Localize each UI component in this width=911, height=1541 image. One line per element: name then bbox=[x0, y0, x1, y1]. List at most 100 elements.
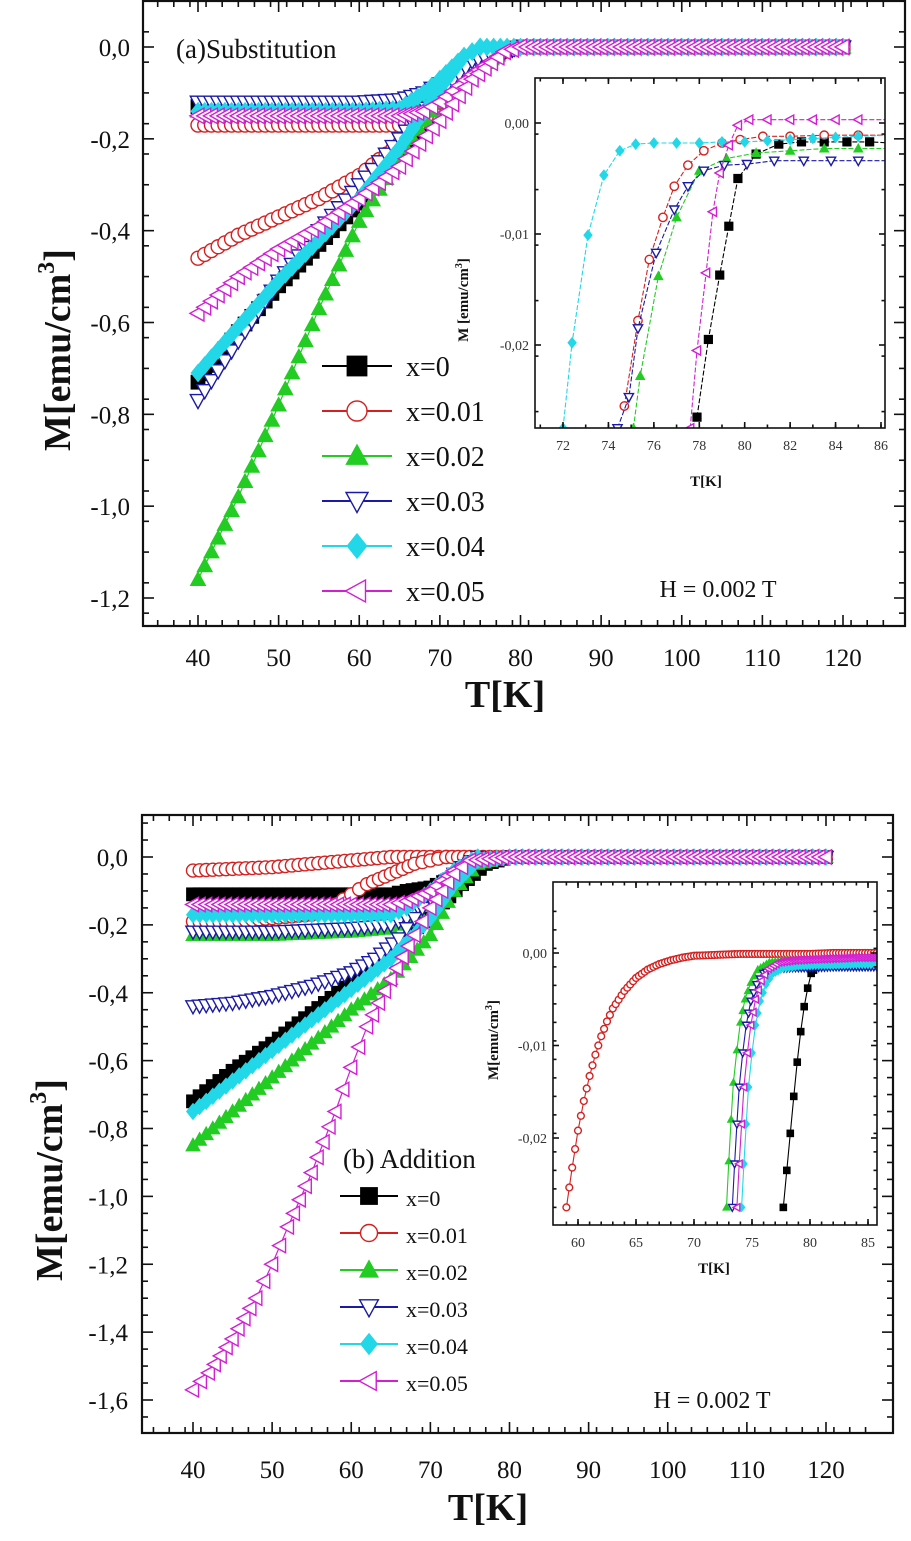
panel-a-inset-point bbox=[706, 205, 718, 218]
legend-marker bbox=[346, 355, 368, 377]
panel-a-zfc-point bbox=[350, 212, 368, 228]
svg-text:M[emu/cm3]: M[emu/cm3] bbox=[484, 1000, 502, 1080]
x-tick-label: 50 bbox=[266, 645, 291, 672]
panel-a-inset-series-x=0.03 bbox=[611, 156, 885, 428]
panel-a-zfc-point bbox=[270, 396, 288, 412]
inset-x-tick-label: 60 bbox=[571, 1236, 585, 1251]
panel-a-ticks: 40 50 60 70 80 90 100 110 120 0,0 -0,2 -0,4 -0,6 -0,8… bbox=[90, 1, 905, 672]
panel-b-inset-point bbox=[562, 1203, 571, 1212]
panel-b-zfc-point bbox=[334, 1081, 350, 1098]
panel-b-inset-point bbox=[579, 1096, 588, 1106]
x-tick-label: 60 bbox=[347, 645, 372, 672]
panel-b-inset-point bbox=[585, 1071, 594, 1081]
panel-a-inset-point bbox=[682, 181, 694, 193]
panel-b-zfc-point bbox=[387, 959, 403, 977]
panel-b-zfc-point bbox=[308, 1149, 324, 1166]
legend-marker bbox=[346, 400, 368, 422]
y-tick-label: -1,6 bbox=[88, 1388, 128, 1415]
panel-a-inset-series-x=0.04 bbox=[558, 130, 885, 428]
panel-a-inset-point bbox=[888, 115, 896, 124]
panel-b-inset-point bbox=[599, 1024, 609, 1033]
panel-b-zfc-point bbox=[199, 1364, 216, 1382]
y-tick-label: -1,2 bbox=[88, 1252, 128, 1279]
panel-a-inset-point bbox=[684, 422, 695, 428]
y-tick-label: -0,2 bbox=[90, 127, 130, 154]
legend-marker bbox=[345, 443, 369, 465]
panel-a-inset-point bbox=[668, 205, 681, 216]
legend-label: x=0.05 bbox=[406, 577, 485, 608]
panel-b-inset-point bbox=[736, 1119, 746, 1130]
panel-a-inset-point bbox=[865, 137, 875, 147]
panel-a-inset-point bbox=[733, 173, 743, 184]
panel-b-inset-point bbox=[796, 1027, 805, 1036]
panel-a-inset-point bbox=[888, 139, 896, 147]
panel-a-zfc-point bbox=[423, 119, 440, 138]
panel-b-zfc-point bbox=[326, 1103, 342, 1120]
panel-b-inset-point bbox=[733, 1158, 743, 1169]
panel-a-inset-point bbox=[567, 336, 577, 349]
panel-a-zfc-point bbox=[390, 157, 407, 176]
panel-b-legend-item: x=0.04 bbox=[336, 1327, 580, 1361]
panel-b-y-axis-title: M[emu/cm3] bbox=[26, 1079, 71, 1281]
x-tick-label: 100 bbox=[649, 1457, 687, 1484]
x-tick-label: 70 bbox=[427, 645, 452, 672]
panel-b-zfc-point bbox=[421, 899, 437, 917]
panel-a-inset-point bbox=[690, 344, 702, 357]
legend-label: x=0.03 bbox=[406, 1297, 468, 1322]
x-tick-label: 100 bbox=[663, 645, 701, 672]
legend-label: x=0.05 bbox=[406, 1371, 468, 1396]
x-tick-label: 40 bbox=[181, 1457, 206, 1484]
panel-b-zfc-point bbox=[427, 891, 443, 908]
panel-a-zfc-point bbox=[189, 570, 207, 586]
inset-x-tick-label: 65 bbox=[629, 1236, 643, 1251]
panel-b-inset-point bbox=[803, 984, 812, 992]
x-tick-label: 70 bbox=[418, 1457, 443, 1484]
panel-a-zfc-point bbox=[330, 256, 348, 272]
panel-a-inset-frame bbox=[534, 77, 886, 429]
legend-label: x=0.03 bbox=[406, 487, 485, 518]
panel-a-inset-point bbox=[632, 324, 644, 335]
panel-b-inset-point bbox=[793, 1058, 802, 1066]
panel-b-zfc-point bbox=[255, 1272, 271, 1290]
panel-a-zfc-point bbox=[303, 315, 321, 332]
panel-a-inset-point bbox=[852, 142, 864, 153]
panel-b-ticks: 40 50 60 70 80 90 100 110 120 0,0 -0,2 -0,4 -0,6 -0,8… bbox=[88, 815, 893, 1484]
x-tick-label: 90 bbox=[576, 1457, 601, 1484]
panel-a-inset-point bbox=[611, 423, 624, 428]
panel-a-inset-point bbox=[783, 113, 795, 126]
panel-a-zfc-point bbox=[229, 488, 247, 504]
panel-b-legend-item: x=0.03 bbox=[336, 1290, 580, 1324]
y-tick-label: -1,0 bbox=[88, 1184, 128, 1211]
legend-label: x=0.02 bbox=[406, 1260, 468, 1285]
panel-b-inset-point bbox=[789, 1092, 798, 1101]
y-tick-label: -1,4 bbox=[88, 1320, 128, 1347]
panel-a-y-axis-title: M[emu/cm3] bbox=[34, 249, 79, 451]
panel-a-zfc-point bbox=[357, 201, 375, 218]
panel-b-zfc-point bbox=[302, 1164, 318, 1181]
panel-b-inset-ticks: 60 65 70 75 80 85 0,00 -0,01 -0,02 bbox=[518, 882, 877, 1251]
panel-a-legend-item: x=0.04 bbox=[318, 525, 592, 567]
panel-a-inset-point bbox=[619, 401, 630, 411]
panel-a-ylabel-close: ] bbox=[37, 249, 79, 262]
panel-a-zfc-point bbox=[209, 364, 228, 381]
panel-a-inset-series-x=0 bbox=[692, 137, 896, 422]
legend-label: x=0.04 bbox=[406, 1334, 468, 1359]
panel-a-inset-line bbox=[696, 141, 885, 418]
panel-b-zfc-point bbox=[399, 937, 415, 955]
y-tick-label: -1,0 bbox=[90, 494, 130, 521]
panel-a-field-annotation: H = 0.002 T bbox=[659, 577, 776, 603]
svg-text:M[emu/cm3]: M[emu/cm3] bbox=[26, 1079, 71, 1281]
inset-x-tick-label: 72 bbox=[556, 439, 570, 454]
panel-a-zfc-point bbox=[263, 411, 281, 427]
panel-a-inset-point bbox=[808, 132, 818, 145]
panel-a-inset-point bbox=[692, 412, 702, 422]
panel-a-zfc-point bbox=[250, 442, 267, 458]
panel-a-inset-point bbox=[694, 137, 704, 149]
panel-a-inset-line bbox=[617, 160, 885, 428]
panel-b-inset-point bbox=[605, 1010, 615, 1020]
panel-b-ylabel-close: ] bbox=[29, 1079, 71, 1092]
x-tick-label: 120 bbox=[807, 1457, 845, 1484]
x-tick-label: 80 bbox=[497, 1457, 522, 1484]
panel-a-zfc-point bbox=[449, 86, 466, 105]
